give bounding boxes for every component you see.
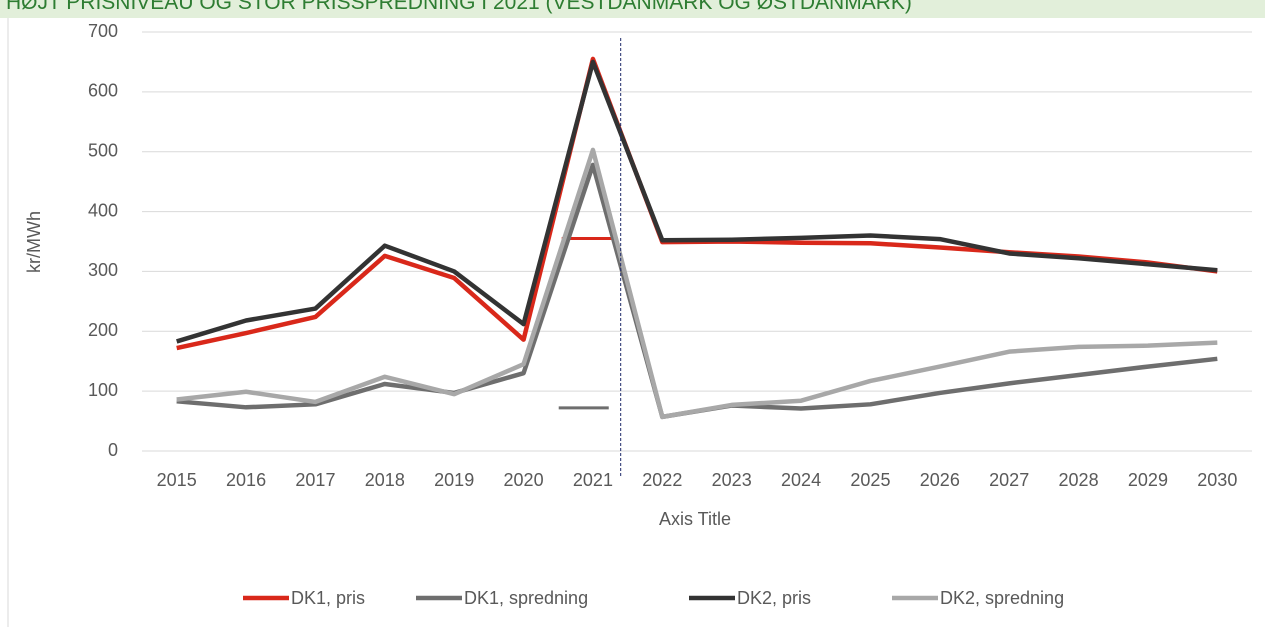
x-tick-label: 2028 — [1059, 470, 1099, 490]
x-tick-label: 2026 — [920, 470, 960, 490]
x-tick-label: 2022 — [642, 470, 682, 490]
x-tick-label: 2023 — [712, 470, 752, 490]
x-tick-label: 2018 — [365, 470, 405, 490]
y-tick-label: 600 — [88, 81, 118, 101]
series-line — [176, 147, 1218, 420]
x-tick-label: 2015 — [157, 470, 197, 490]
legend-label: DK2, spredning — [940, 588, 1064, 608]
y-tick-label: 700 — [88, 21, 118, 41]
y-tick-label: 400 — [88, 200, 118, 220]
x-tick-label: 2017 — [295, 470, 335, 490]
y-tick-label: 0 — [108, 440, 118, 460]
chart-title: HØJT PRISNIVEAU OG STOR PRISSPREDNING I … — [6, 0, 912, 14]
y-tick-label: 200 — [88, 320, 118, 340]
legend-label: DK2, pris — [737, 588, 811, 608]
x-tick-label: 2021 — [573, 470, 613, 490]
title-banner — [0, 0, 1265, 18]
series-line — [176, 56, 1218, 351]
y-axis-title: kr/MWh — [24, 211, 44, 273]
x-tick-label: 2016 — [226, 470, 266, 490]
y-tick-label: 100 — [88, 380, 118, 400]
y-tick-label: 500 — [88, 140, 118, 160]
x-tick-label: 2020 — [504, 470, 544, 490]
y-tick-label: 300 — [88, 260, 118, 280]
legend-label: DK1, pris — [291, 588, 365, 608]
x-tick-label: 2027 — [989, 470, 1029, 490]
x-axis-title: Axis Title — [659, 509, 731, 529]
legend-label: DK1, spredning — [464, 588, 588, 608]
x-tick-label: 2024 — [781, 470, 821, 490]
x-tick-label: 2025 — [850, 470, 890, 490]
series-line — [176, 59, 1218, 344]
x-tick-label: 2019 — [434, 470, 474, 490]
x-tick-label: 2030 — [1197, 470, 1237, 490]
x-tick-label: 2029 — [1128, 470, 1168, 490]
